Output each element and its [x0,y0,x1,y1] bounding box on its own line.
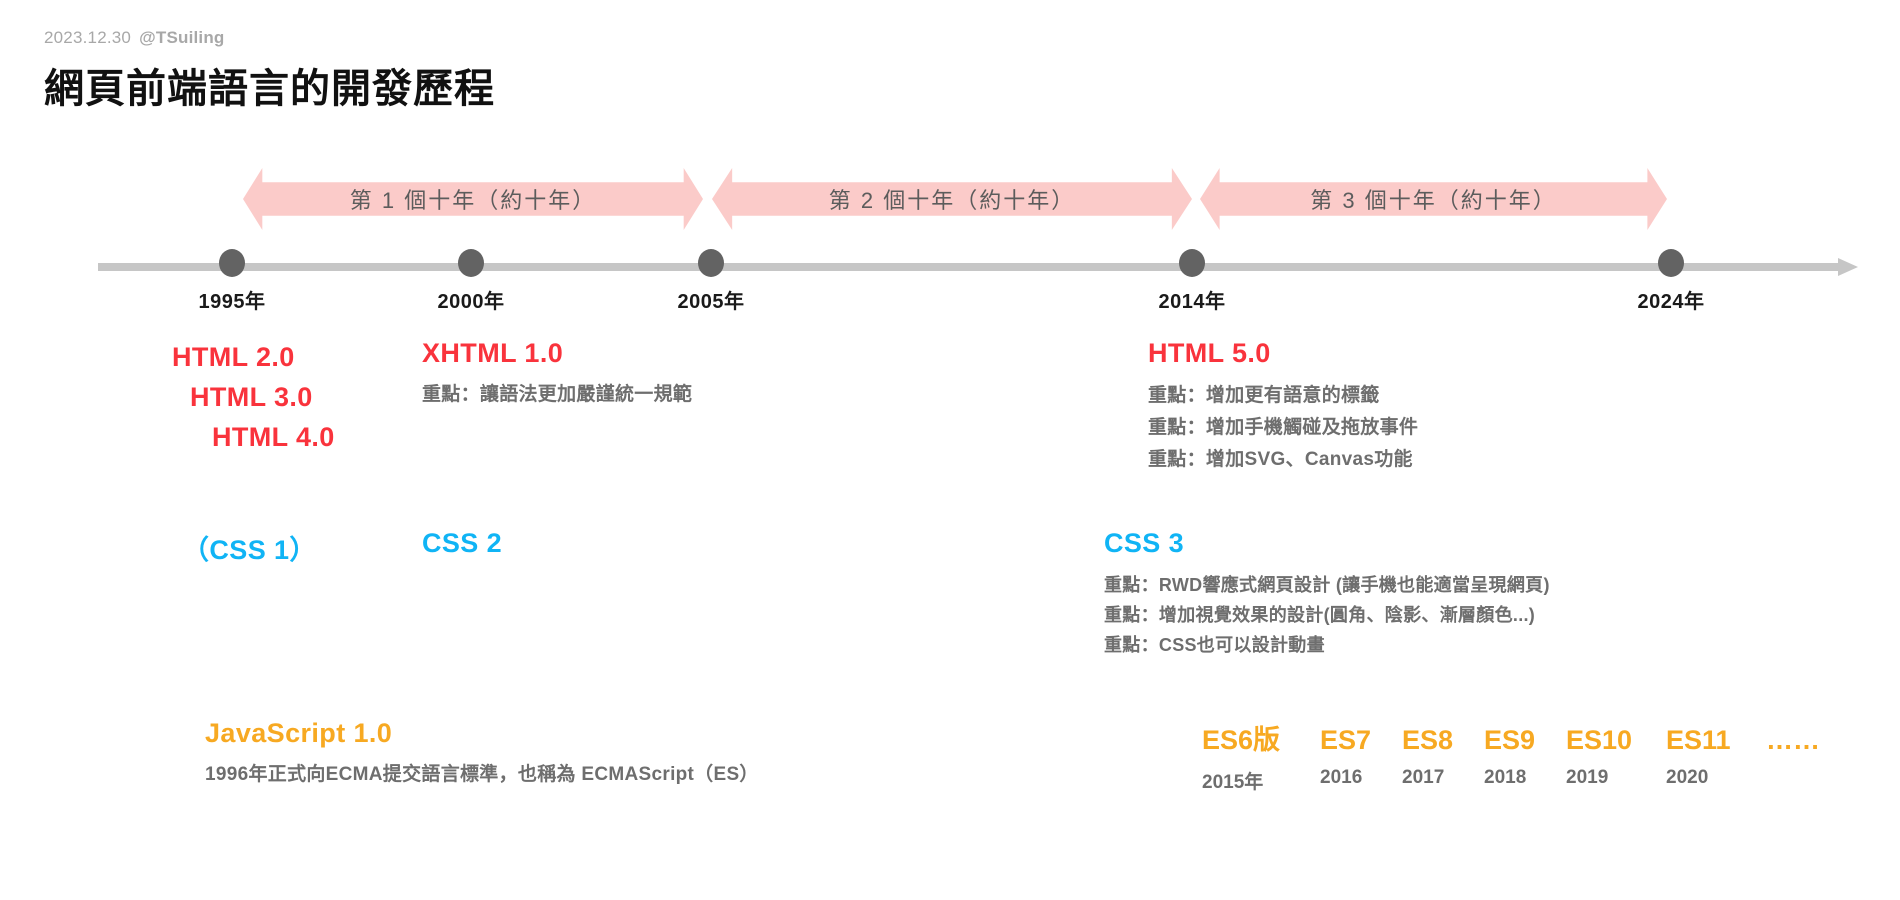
timeline-year-label: 2005年 [677,291,745,313]
html-version-label: HTML 3.0 [190,381,313,412]
timeline-dot-2014[interactable] [1179,249,1205,277]
html5-note: 重點：增加手機觸碰及拖放事件 [1148,416,1419,438]
timeline-dot-2005[interactable] [698,249,724,277]
html5-note: 重點：增加更有語意的標籤 [1148,385,1380,406]
es-year-row: 2015年 2016 2017 2018 2019 2020 [1202,767,1820,794]
css3-block: CSS 3 重點：RWD響應式網頁設計 (讓手機也能適當呈現網頁) 重點：增加視… [1104,528,1550,661]
timeline-dot-1995[interactable] [219,249,245,277]
decade-arrow-2: 第 2 個十年（約十年） [712,168,1192,230]
axis-line [98,263,1840,271]
css3-note: 重點：CSS也可以設計動畫 [1104,635,1325,656]
es-version-label: ES7 [1320,725,1372,755]
html-early-block: HTML 2.0 HTML 3.0 HTML 4.0 [172,338,335,458]
html5-block: HTML 5.0 重點：增加更有語意的標籤 重點：增加手機觸碰及拖放事件 重點：… [1148,338,1418,476]
es-version-label: ES8 [1402,725,1454,755]
css3-note: 重點：RWD響應式網頁設計 (讓手機也能適當呈現網頁) [1104,575,1550,595]
xhtml-note: 重點：讓語法更加嚴謹統一規範 [422,384,693,405]
html5-title: HTML 5.0 [1148,338,1271,368]
timeline-year-label: 2024年 [1637,291,1705,313]
css1-block: （CSS 1） [182,528,317,567]
css2-title: CSS 2 [422,528,503,558]
es-year-label: 2016 [1320,767,1363,788]
javascript-title: JavaScript 1.0 [205,718,393,748]
es-year-label: 2017 [1402,767,1445,788]
css1-title: （CSS 1） [182,535,317,565]
publish-date: 2023.12.30 [44,28,132,47]
page-header: 2023.12.30 @TSuiling 網頁前端語言的開發歷程 [44,28,495,114]
es-year-label: 2019 [1566,767,1609,788]
es-year-label: 2018 [1484,767,1527,788]
timeline-dot-2024[interactable] [1658,249,1684,277]
timeline-dot-2000[interactable] [458,249,484,277]
timeline-year-label: 1995年 [198,291,266,313]
css3-title: CSS 3 [1104,528,1185,558]
es-year-label: 2015年 [1202,772,1264,793]
axis-arrowhead-icon [1838,258,1858,276]
timeline-year-label: 2014年 [1158,291,1226,313]
xhtml-block: XHTML 1.0 重點：讓語法更加嚴謹統一規範 [422,338,692,411]
html-version-label: HTML 4.0 [212,421,335,452]
javascript-note: 1996年正式向ECMA提交語言標準，也稱為 ECMAScript（ES） [205,764,759,785]
page-title: 網頁前端語言的開發歷程 [44,67,495,111]
decade-arrow-1: 第 1 個十年（約十年） [243,168,703,230]
es-version-label: ES11 [1666,725,1731,755]
es-version-label: …… [1766,725,1820,755]
es-block: ES6版 ES7 ES8 ES9 ES10 ES11…… 2015年 2016 2017 201… [1202,718,1820,794]
xhtml-title: XHTML 1.0 [422,338,564,368]
html-version-label: HTML 2.0 [172,342,295,372]
decade-arrow-3: 第 3 個十年（約十年） [1200,168,1667,230]
decade-label: 第 2 個十年（約十年） [828,188,1076,213]
css2-block: CSS 2 [422,528,502,559]
timeline-axis: 1995年 2000年 2005年 2014年 2024年 [98,249,1858,313]
meta-line: 2023.12.30 @TSuiling [44,28,495,48]
html5-note: 重點：增加SVG、Canvas功能 [1148,448,1413,470]
es-year-label: 2020 [1666,767,1709,788]
decade-label: 第 1 個十年（約十年） [349,188,597,213]
javascript-block: JavaScript 1.0 1996年正式向ECMA提交語言標準，也稱為 EC… [205,718,759,791]
es-version-label: ES9 [1484,725,1536,755]
css3-note: 重點：增加視覺效果的設計(圓角、陰影、漸層顏色...) [1104,605,1536,626]
es-version-row: ES6版 ES7 ES8 ES9 ES10 ES11 …… [1202,718,1820,757]
es-version-label: ES10 [1566,725,1633,755]
decade-label: 第 3 個十年（約十年） [1310,188,1557,213]
author-handle: @TSuiling [139,28,225,47]
timeline-year-label: 2000年 [437,291,505,313]
es-version-label: ES6版 [1202,725,1281,755]
decade-arrow-band: 第 1 個十年（約十年） 第 2 個十年（約十年） 第 3 個十年（約十年） [0,168,1900,230]
